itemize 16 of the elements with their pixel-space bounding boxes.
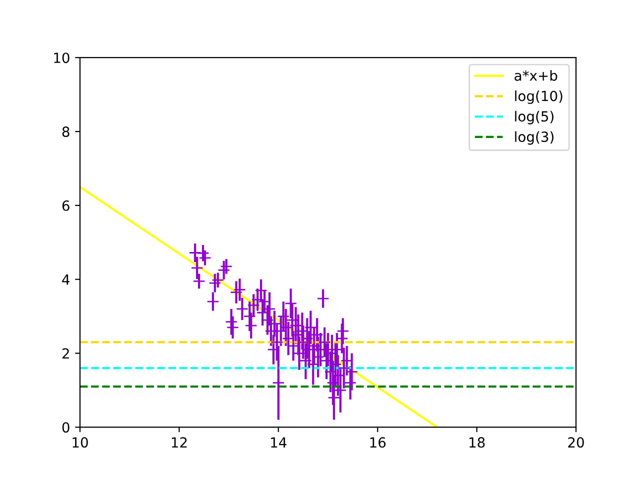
x-tick-label: 14 <box>271 437 286 448</box>
y-tick-label: 6 <box>62 200 70 211</box>
legend-label: log(3) <box>515 131 554 145</box>
x-tick-label: 18 <box>469 437 485 448</box>
x-tick-label: 20 <box>568 437 584 448</box>
x-tick-label: 10 <box>72 437 88 448</box>
y-tick-label: 2 <box>62 348 69 359</box>
y-tick-label: 4 <box>62 274 70 285</box>
x-tick-label: 16 <box>370 437 386 448</box>
y-tick-label: 0 <box>62 422 70 433</box>
y-tick-label: 8 <box>62 126 70 137</box>
legend-label: a*x+b <box>514 70 558 81</box>
x-tick-label: 12 <box>172 437 187 448</box>
y-tick-label: 10 <box>54 52 70 64</box>
legend-label: log(10) <box>515 90 562 104</box>
legend-label: log(5) <box>515 110 554 124</box>
